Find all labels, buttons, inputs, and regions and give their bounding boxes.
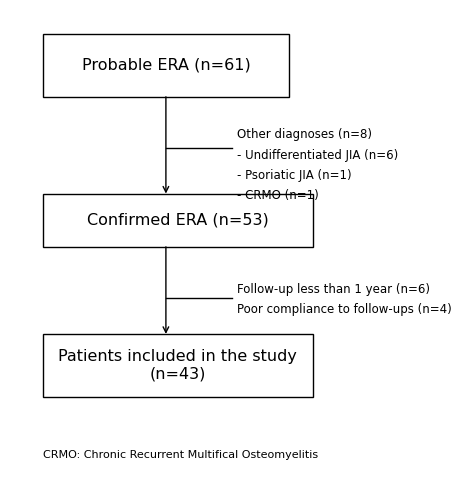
Text: Follow-up less than 1 year (n=6): Follow-up less than 1 year (n=6) [237, 283, 430, 296]
Text: Patients included in the study
(n=43): Patients included in the study (n=43) [58, 349, 297, 381]
Text: - Undifferentiated JIA (n=6): - Undifferentiated JIA (n=6) [237, 149, 398, 162]
Text: Poor compliance to follow-ups (n=4): Poor compliance to follow-ups (n=4) [237, 303, 452, 317]
FancyBboxPatch shape [43, 194, 313, 247]
Text: CRMO: Chronic Recurrent Multifical Osteomyelitis: CRMO: Chronic Recurrent Multifical Osteo… [43, 450, 318, 460]
FancyBboxPatch shape [43, 34, 289, 97]
Text: Confirmed ERA (n=53): Confirmed ERA (n=53) [87, 213, 269, 227]
Text: Probable ERA (n=61): Probable ERA (n=61) [82, 58, 250, 73]
Text: - CRMO (n=1): - CRMO (n=1) [237, 189, 319, 202]
Text: Other diagnoses (n=8): Other diagnoses (n=8) [237, 128, 372, 141]
Text: - Psoriatic JIA (n=1): - Psoriatic JIA (n=1) [237, 169, 352, 182]
FancyBboxPatch shape [43, 334, 313, 397]
